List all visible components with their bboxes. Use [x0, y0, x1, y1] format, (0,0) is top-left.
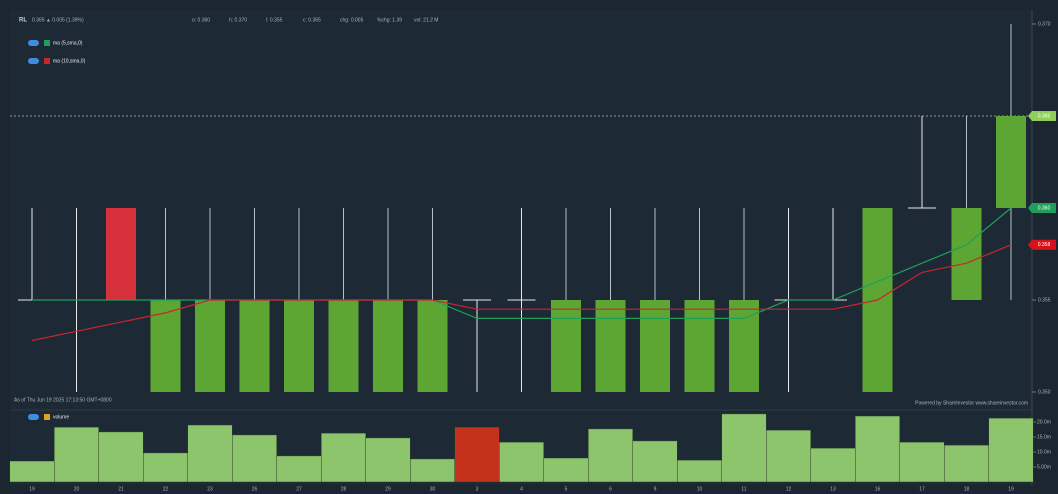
volume-bar — [677, 459, 722, 483]
stat: %chg: 1.39 — [377, 17, 402, 23]
x-tick-label: 20 — [74, 486, 80, 492]
x-tick-label: 27 — [296, 486, 302, 492]
stat: l: 0.355 — [266, 17, 283, 23]
volume-bar — [9, 460, 55, 483]
x-tick-label: 18 — [964, 486, 970, 492]
candle-body — [951, 208, 982, 300]
volume-bar — [721, 413, 767, 483]
volume-bar — [321, 432, 366, 483]
x-tick-label: 3 — [476, 486, 479, 492]
candle-body — [996, 116, 1026, 208]
price-marker-label: 0.365 — [1038, 113, 1051, 119]
toggle — [28, 58, 39, 64]
volume-bar — [187, 424, 233, 483]
as-of: As of Thu Jun 19 2025 17:13:50 GMT+0800 — [14, 397, 112, 403]
price-marker — [1028, 111, 1056, 121]
candle-body — [729, 300, 759, 392]
x-tick-label: 13 — [830, 486, 836, 492]
x-tick-label: 6 — [609, 486, 612, 492]
x-tick-label: 10 — [697, 486, 703, 492]
volume-bar — [988, 417, 1034, 483]
x-tick-label: 23 — [207, 486, 213, 492]
x-tick-label: 26 — [252, 486, 258, 492]
x-tick-label: 29 — [385, 486, 391, 492]
volume-bar — [766, 429, 811, 483]
volume-bar — [632, 440, 678, 483]
candle-body — [106, 208, 136, 300]
volume-bar — [855, 415, 900, 483]
x-tick-label: 19 — [1008, 486, 1014, 492]
x-tick-label: 5 — [565, 486, 568, 492]
candle-body — [417, 300, 448, 392]
volume-bar — [454, 426, 500, 483]
volume-bar — [276, 455, 322, 483]
x-tick-label: 22 — [163, 486, 169, 492]
candle-body — [551, 300, 581, 392]
stat: o: 0.360 — [192, 17, 210, 23]
candle-body — [684, 300, 715, 392]
volume-bar — [543, 457, 589, 483]
candle-body — [328, 300, 359, 392]
price-marker-label: 0.360 — [1038, 205, 1051, 211]
volume-tick-label: 20.0m — [1037, 419, 1051, 425]
volume-bar — [232, 434, 277, 483]
volume-bar — [588, 428, 633, 483]
volume-bar — [899, 441, 945, 483]
x-tick-label: 9 — [654, 486, 657, 492]
candle-body — [195, 300, 225, 392]
volume-bar — [410, 458, 455, 483]
volume-bar — [365, 437, 411, 483]
price-marker — [1028, 203, 1056, 213]
symbol: RL — [19, 18, 27, 24]
candle-body — [239, 300, 270, 392]
volume-bar — [54, 426, 99, 483]
volume-bar — [98, 431, 144, 483]
x-tick-label: 21 — [118, 486, 124, 492]
legend-swatch — [44, 58, 50, 64]
x-tick-label: 28 — [341, 486, 347, 492]
toggle — [28, 40, 39, 46]
quote: 0.365 ▲ 0.005 (1.39%) — [32, 17, 84, 23]
candle-body — [150, 300, 181, 392]
legend-swatch — [44, 414, 50, 420]
x-tick-label: 4 — [520, 486, 523, 492]
ma-line — [32, 207, 1012, 319]
y-tick-label: 0.355 — [1038, 297, 1051, 303]
volume-tick-label: 5.00m — [1037, 464, 1051, 470]
volume-tick-label: 15.0m — [1037, 434, 1051, 440]
y-tick-label: 0.370 — [1038, 21, 1051, 27]
x-tick-label: 11 — [741, 486, 746, 492]
y-tick-label: 0.350 — [1038, 389, 1051, 395]
x-tick-label: 19 — [29, 486, 35, 492]
candle-body — [595, 300, 626, 392]
ma-line — [31, 244, 1012, 342]
price-marker-label: 0.358 — [1038, 242, 1051, 248]
volume-bar — [143, 452, 188, 483]
legend-label: ma (5,sma,0) — [53, 40, 83, 46]
stat: c: 0.365 — [303, 17, 321, 23]
x-tick-label: 12 — [786, 486, 792, 492]
legend-label: volume — [53, 414, 69, 420]
stat: h: 0.370 — [229, 17, 247, 23]
x-tick-label: 16 — [875, 486, 881, 492]
legend-swatch — [44, 40, 50, 46]
volume-bar — [944, 444, 989, 483]
legend-label: ma (10,sma,0) — [53, 58, 86, 64]
volume-tick-label: 10.0m — [1037, 449, 1051, 455]
candle-body — [284, 300, 314, 392]
volume-bar — [499, 441, 544, 483]
stat: chg: 0.005 — [340, 17, 364, 23]
volume-bar — [810, 447, 856, 483]
credit: Powered by ShareInvestor www.shareinvest… — [915, 400, 1028, 406]
toggle — [28, 414, 39, 420]
candle-body — [640, 300, 670, 392]
x-tick-label: 17 — [919, 486, 925, 492]
x-tick-label: 30 — [430, 486, 436, 492]
candle-body — [373, 300, 403, 392]
stat: vol: 21.2 M — [414, 17, 438, 23]
price-marker — [1028, 239, 1056, 250]
